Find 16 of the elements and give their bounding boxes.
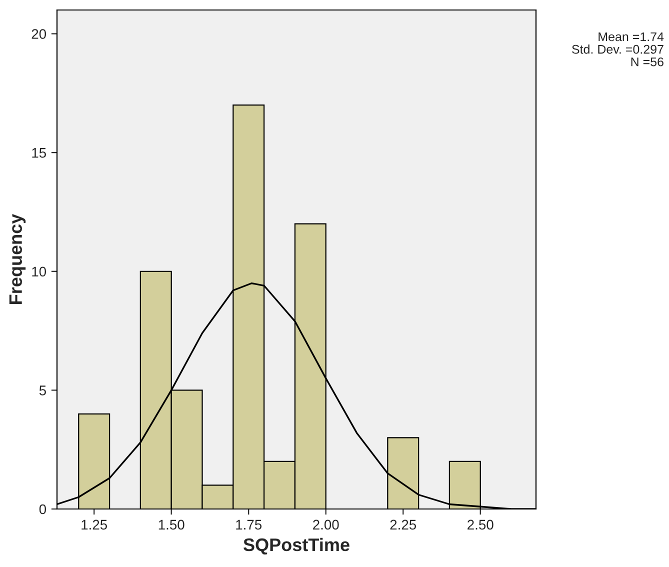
x-tick-label: 1.75 xyxy=(236,520,262,530)
text: N =56 xyxy=(631,57,664,66)
text: Mean =1.74 xyxy=(598,32,664,42)
x-tick-label: 2.00 xyxy=(313,520,339,530)
y-tick-label: 5 xyxy=(39,386,46,396)
y-tick-label: 15 xyxy=(32,148,46,158)
y-tick-label: 0 xyxy=(39,504,46,514)
x-tick-label: 2.25 xyxy=(390,520,416,530)
x-axis-title: SQPostTime xyxy=(244,538,350,555)
y-axis-title: Frequency xyxy=(9,214,26,304)
y-tick-label: 10 xyxy=(32,266,46,277)
x-tick-label: 2.50 xyxy=(468,520,494,530)
x-tick-label: 1.50 xyxy=(158,520,184,530)
text: Std. Dev. =0.297 xyxy=(572,44,664,54)
x-tick-label: 1.25 xyxy=(82,520,108,530)
y-tick-label: 20 xyxy=(32,29,46,39)
